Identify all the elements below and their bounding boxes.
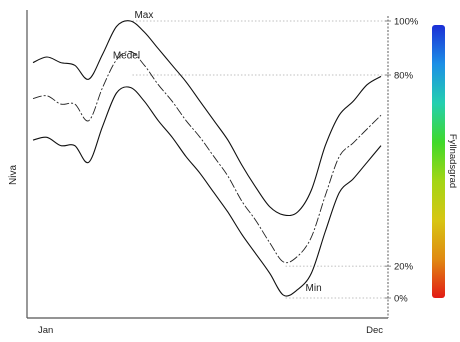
x-tick-label: Jan	[38, 325, 53, 336]
colorbar	[432, 25, 445, 298]
x-tick-labels: Jan Dec	[38, 325, 383, 336]
reference-lines	[132, 20, 391, 299]
series-label-max: Max	[134, 10, 153, 21]
reference-labels: 100% 80% 20% 0%	[394, 17, 419, 305]
reference-label: 0%	[394, 294, 408, 305]
y-axis-label: Niva	[8, 165, 19, 185]
mean-line	[32, 50, 382, 264]
series-lines	[32, 20, 382, 297]
reference-label: 20%	[394, 262, 414, 273]
series-labels: Max Medel Min	[113, 10, 322, 294]
reference-label: 80%	[394, 71, 414, 82]
colorbar-label: Fyllnadsgrad	[447, 134, 458, 188]
x-tick-label: Dec	[366, 325, 383, 336]
series-label-mean: Medel	[113, 50, 140, 61]
series-label-min: Min	[306, 283, 322, 294]
max-line	[32, 20, 382, 217]
reference-label: 100%	[394, 17, 419, 28]
min-line	[32, 86, 382, 297]
